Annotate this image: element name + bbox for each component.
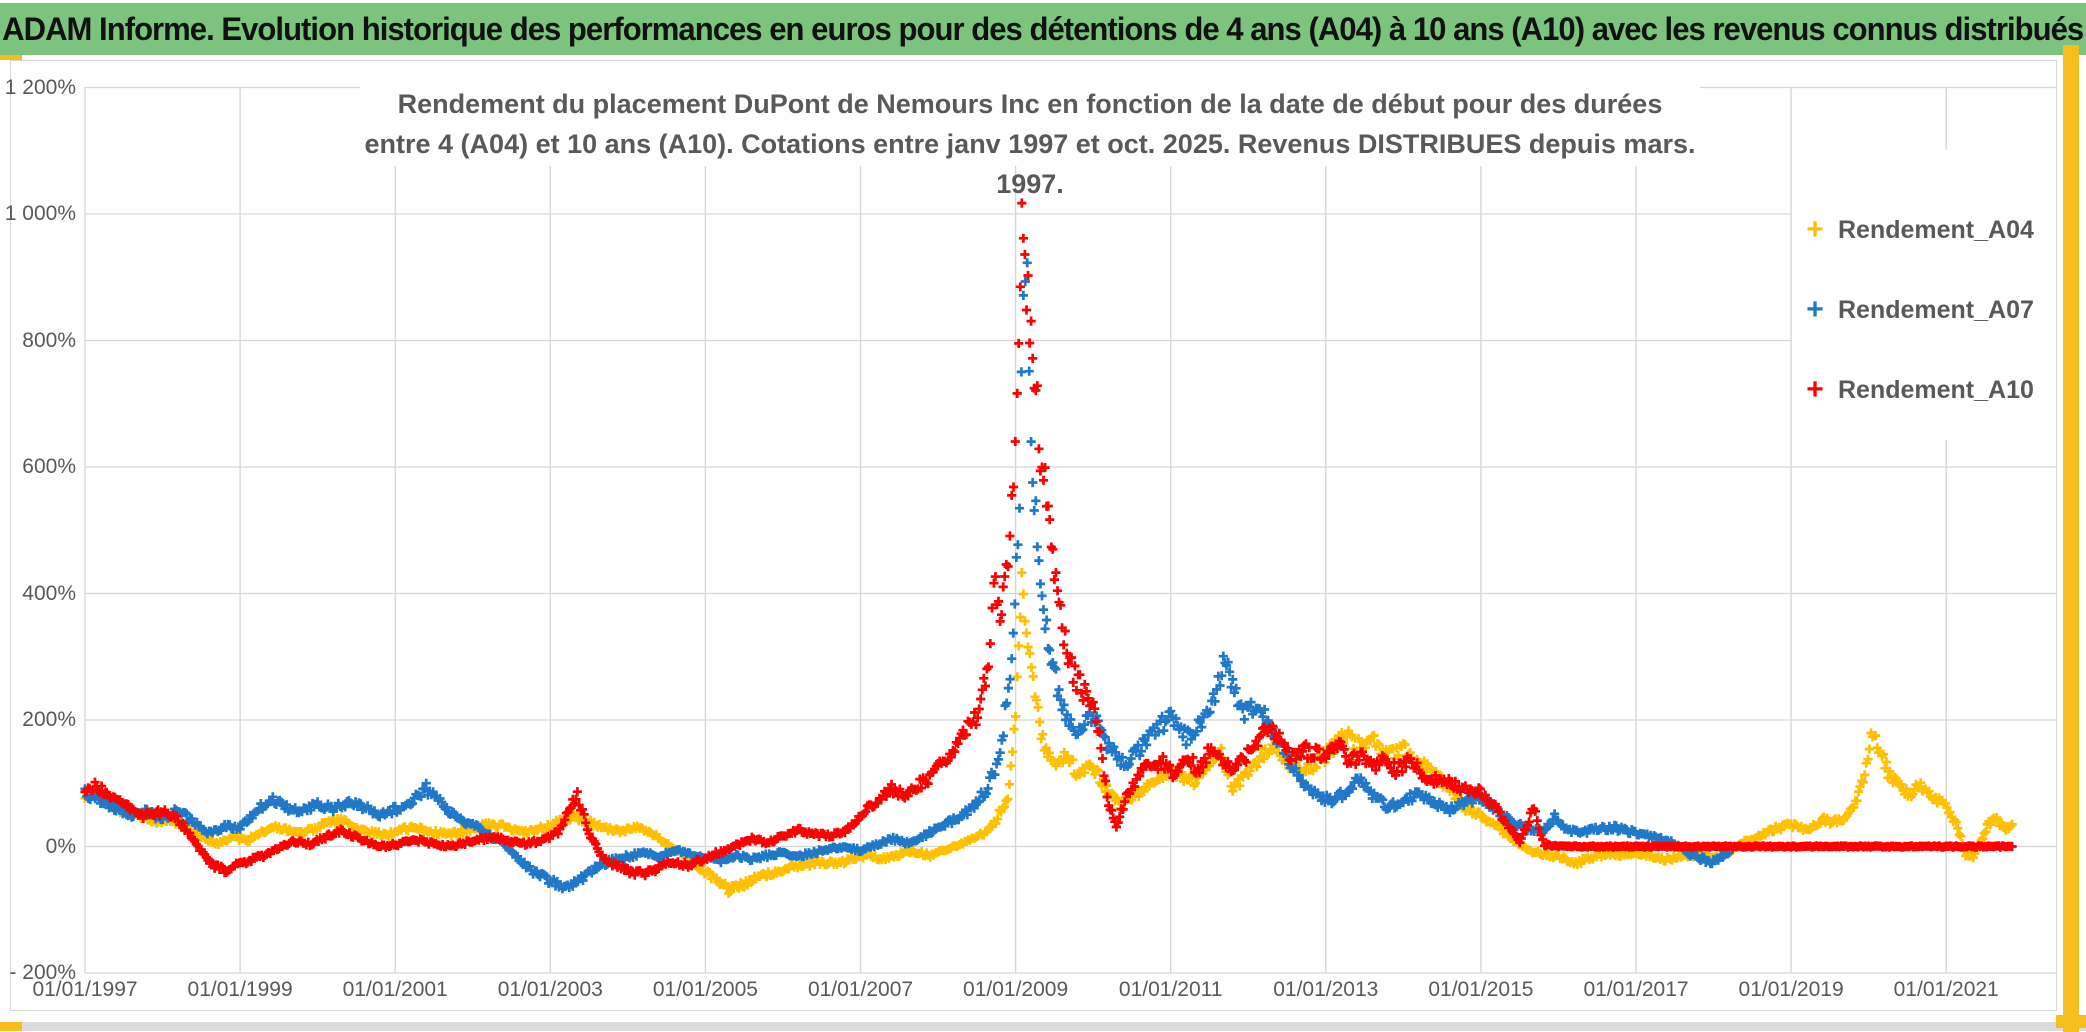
chart-title: Rendement du placement DuPont de Nemours… bbox=[360, 84, 1700, 199]
legend-item-a07[interactable]: + Rendement_A07 bbox=[1792, 288, 2056, 332]
bottom-left-accent bbox=[0, 1022, 22, 1031]
x-tick-label: 01/01/2013 bbox=[1273, 978, 1379, 1001]
y-tick-label: 600% bbox=[22, 455, 76, 478]
y-tick-label: - 200% bbox=[9, 961, 76, 984]
legend-item-a04[interactable]: + Rendement_A04 bbox=[1792, 208, 2056, 252]
chart-title-line1: Rendement du placement DuPont de Nemours… bbox=[397, 89, 1663, 119]
y-tick-label: 1 000% bbox=[4, 202, 76, 225]
y-tick-label: 0% bbox=[45, 834, 76, 858]
plus-marker-icon: + bbox=[1806, 373, 1824, 406]
legend-item-label: Rendement_A10 bbox=[1838, 375, 2034, 404]
legend: + Rendement_A04 + Rendement_A07 + Rendem… bbox=[1792, 150, 2056, 440]
x-tick-label: 01/01/1997 bbox=[32, 978, 138, 1001]
y-tick-label: 400% bbox=[22, 581, 76, 605]
y-tick-label: 200% bbox=[22, 708, 76, 731]
y-tick-label: 1 200% bbox=[4, 75, 76, 99]
x-tick-label: 01/01/2019 bbox=[1738, 978, 1844, 1001]
y-tick-label: 800% bbox=[22, 328, 76, 352]
bottom-right-accent bbox=[2056, 1015, 2086, 1028]
bottom-strip bbox=[0, 1022, 2086, 1031]
banner-title: ADAM Informe. Evolution historique des p… bbox=[2, 10, 2084, 47]
legend-item-label: Rendement_A07 bbox=[1838, 295, 2034, 324]
legend-item-a10[interactable]: + Rendement_A10 bbox=[1792, 368, 2056, 412]
plus-marker-icon: + bbox=[1806, 213, 1824, 246]
plus-marker-icon: + bbox=[1806, 293, 1824, 326]
top-left-accent bbox=[0, 55, 22, 60]
x-tick-label: 01/01/2017 bbox=[1583, 978, 1689, 1001]
x-tick-label: 01/01/2021 bbox=[1893, 978, 1999, 1001]
x-tick-label: 01/01/2009 bbox=[963, 978, 1069, 1001]
x-tick-label: 01/01/2005 bbox=[652, 978, 758, 1001]
x-tick-label: 01/01/2003 bbox=[497, 978, 603, 1001]
x-tick-label: 01/01/1999 bbox=[187, 978, 293, 1001]
x-tick-label: 01/01/2015 bbox=[1428, 978, 1534, 1001]
x-tick-label: 01/01/2001 bbox=[342, 978, 448, 1001]
right-accent-strip bbox=[2063, 45, 2079, 1032]
x-tick-label: 01/01/2007 bbox=[807, 978, 914, 1001]
chart-title-line2: entre 4 (A04) et 10 ans (A10). Cotations… bbox=[364, 129, 1696, 199]
top-banner: ADAM Informe. Evolution historique des p… bbox=[0, 3, 2086, 55]
legend-item-label: Rendement_A04 bbox=[1838, 215, 2034, 244]
x-tick-label: 01/01/2011 bbox=[1118, 978, 1223, 1001]
